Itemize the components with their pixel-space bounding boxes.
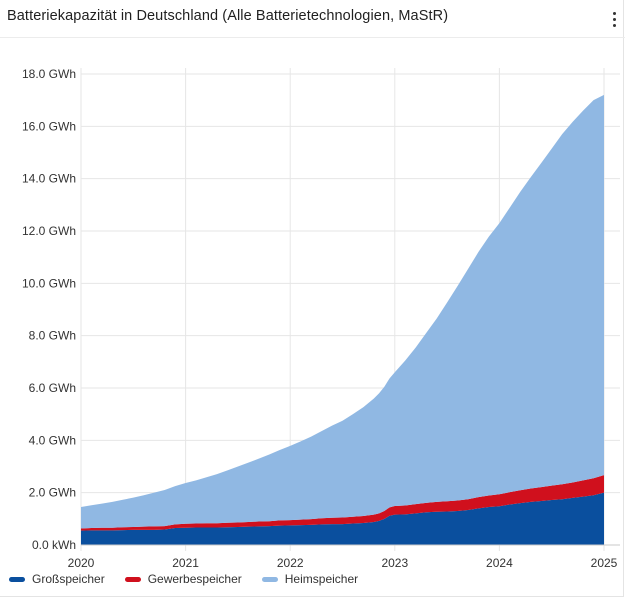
y-tick-label: 4.0 GWh [29,433,76,447]
header-divider [0,37,625,38]
areas [81,94,604,545]
x-tick-label: 2023 [381,556,408,568]
more-vertical-icon[interactable] [608,9,620,29]
y-tick-label: 16.0 GWh [22,119,76,133]
legend-item-heimspeicher[interactable]: Heimspeicher [261,572,359,586]
legend-label: Heimspeicher [284,572,359,586]
stacked-area-chart: 0.0 kWh 2.0 GWh 4.0 GWh 6.0 GWh 8.0 GWh 10.0 … [22,67,620,568]
menu-dot [612,17,616,21]
axes: 0.0 kWh 2.0 GWh 4.0 GWh 6.0 GWh 8.0 GWh 10.0 … [22,67,620,568]
legend: Großspeicher Gewerbespeicher Heimspeiche… [9,572,358,586]
x-tick-label: 2022 [277,556,304,568]
y-tick-label: 14.0 GWh [22,172,76,186]
area-grossspeicher[interactable] [81,492,604,545]
legend-label: Gewerbespeicher [147,572,242,586]
x-tick-label: 2021 [172,556,199,568]
y-tick-label: 18.0 GWh [22,67,76,81]
chart-title: Batteriekapazität in Deutschland (Alle B… [7,8,449,24]
menu-dot [612,23,616,27]
y-tick-label: 12.0 GWh [22,224,76,238]
legend-item-grossspeicher[interactable]: Großspeicher [9,572,105,586]
area-gewerbespeicher[interactable] [81,475,604,531]
legend-swatch [124,576,141,582]
legend-swatch [9,576,25,582]
y-tick-label: 8.0 GWh [29,329,76,343]
y-tick-label: 2.0 GWh [29,486,76,500]
x-tick-label: 2025 [591,556,618,568]
legend-label: Großspeicher [32,572,105,586]
y-tick-label: 6.0 GWh [29,381,76,395]
y-tick-label: 10.0 GWh [22,276,76,290]
menu-dot [612,11,616,15]
legend-swatch [261,576,278,582]
y-tick-label: 0.0 kWh [32,538,76,552]
legend-item-gewerbespeicher[interactable]: Gewerbespeicher [124,572,242,586]
x-tick-label: 2020 [68,556,95,568]
area-heimspeicher[interactable] [81,94,604,529]
x-tick-label: 2024 [486,556,513,568]
